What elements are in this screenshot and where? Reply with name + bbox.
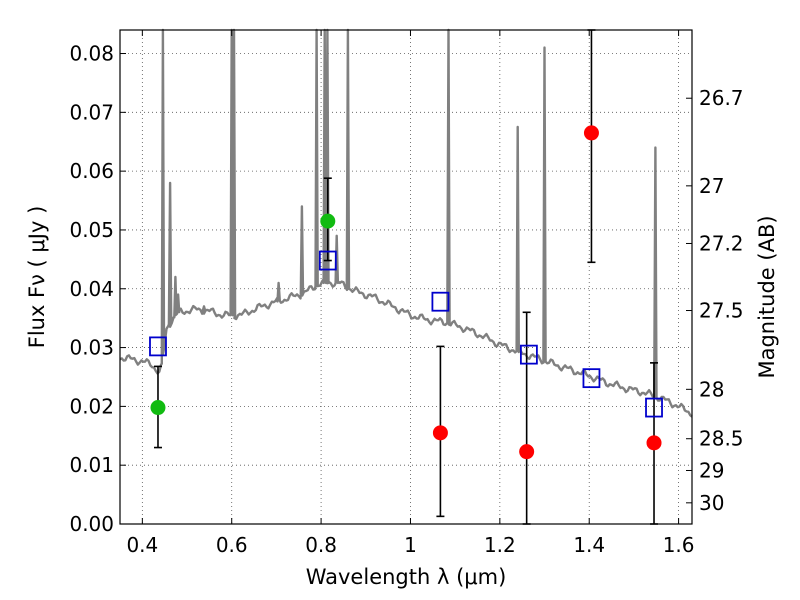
y2-tick-label: 29: [699, 458, 724, 482]
errorbar-layer: [153, 29, 659, 525]
green-data-point: [320, 213, 336, 229]
y-tick-label: 0.01: [69, 453, 114, 477]
model-point: [431, 291, 450, 312]
model-point: [318, 250, 337, 271]
y-axis-label: Flux Fν ( μJy ): [25, 206, 49, 349]
x-axis-label: Wavelength λ (μm): [306, 565, 507, 589]
marker-layer: [149, 125, 663, 460]
spectrum-layer: [119, 28, 693, 418]
y-tick-label: 0.03: [69, 336, 114, 360]
red-data-point: [646, 435, 662, 451]
y2-axis-label: Magnitude (AB): [755, 215, 779, 378]
x-tick-label: 1.4: [573, 533, 605, 557]
y-tick-label: 0.00: [69, 512, 114, 536]
red-data-point: [432, 425, 448, 441]
y2-tick-label: 30: [699, 491, 724, 515]
y-tick-label: 0.05: [69, 218, 114, 242]
y-tick-label: 0.04: [69, 277, 114, 301]
y2-tick-label: 27: [699, 174, 724, 198]
y2-tick-label: 26.7: [699, 86, 744, 110]
plot-frame: [119, 29, 693, 525]
y-tick-label: 0.07: [69, 100, 114, 124]
model-point: [519, 344, 538, 365]
x-tick-label: 0.4: [126, 533, 158, 557]
spectrum-line: [119, 28, 693, 418]
model-point: [645, 397, 663, 418]
x-tick-label: 1: [404, 533, 417, 557]
y-tick-label: 0.02: [69, 394, 114, 418]
y-tick-label: 0.06: [69, 159, 114, 183]
y2-tick-label: 28: [699, 377, 724, 401]
red-data-point: [583, 125, 599, 141]
x-tick-label: 1.2: [484, 533, 516, 557]
red-data-point: [519, 444, 535, 460]
y-tick-label: 0.08: [69, 42, 114, 66]
ticks-layer: [120, 30, 692, 525]
x-tick-label: 0.8: [305, 533, 337, 557]
grid-lines: [120, 30, 692, 525]
green-data-point: [150, 400, 166, 416]
y2-tick-label: 28.5: [699, 427, 744, 451]
model-point: [149, 336, 167, 357]
y2-tick-label: 27.2: [699, 231, 744, 255]
x-tick-label: 1.6: [663, 533, 695, 557]
model-point: [582, 368, 601, 389]
x-tick-label: 0.6: [216, 533, 248, 557]
tick-labels-layer: 0.4 0.6 0.8 1 1.2 1.4 1.6 0.00 0.01 0.02 0.03 0.04 0…: [69, 42, 743, 557]
y2-tick-label: 27.5: [699, 299, 744, 323]
